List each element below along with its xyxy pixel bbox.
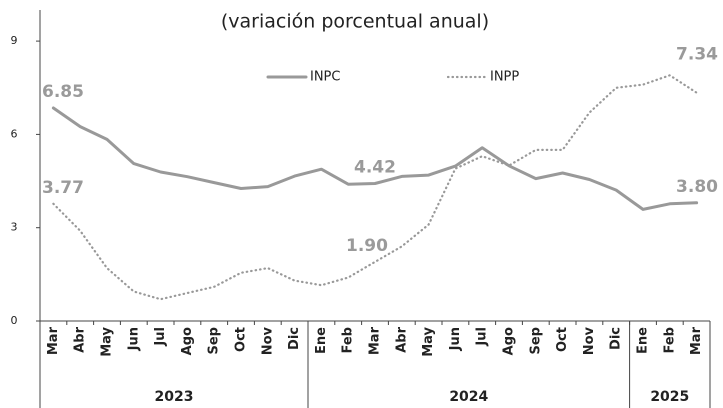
y-tick-label: 0 [11, 314, 18, 327]
y-tick-label: 6 [11, 127, 18, 140]
x-tick-label: Ene [636, 327, 651, 354]
x-tick-label: Jun [448, 327, 463, 351]
value-label: 3.80 [676, 177, 718, 197]
x-tick-label: Feb [341, 327, 356, 353]
value-label: 6.85 [42, 82, 84, 102]
x-tick-label: Jul [153, 327, 168, 347]
legend-label: INPC [310, 70, 340, 85]
series-line [51, 106, 699, 211]
y-tick-label: 9 [11, 34, 18, 47]
x-tick-label: Ene [314, 327, 329, 354]
x-tick-label: Dic [609, 327, 624, 350]
x-tick-label: Ago [502, 327, 517, 355]
x-tick-label: Ago [180, 327, 195, 355]
series-line [52, 74, 698, 301]
legend-label: INPP [490, 70, 519, 85]
chart-title: (variación porcentual anual) [221, 11, 489, 33]
x-tick-label: Sep [207, 327, 222, 355]
x-tick-label: Feb [662, 327, 677, 353]
year-label: 2023 [155, 389, 194, 405]
x-tick-label: Mar [368, 326, 383, 355]
year-label: 2025 [650, 389, 689, 405]
y-tick-label: 3 [11, 221, 18, 234]
x-tick-label: Oct [234, 327, 249, 352]
value-label: 7.34 [676, 45, 718, 65]
x-tick-label: Abr [394, 326, 409, 352]
value-label: 4.42 [354, 158, 396, 178]
x-tick-label: Sep [528, 327, 543, 355]
year-label: 2024 [449, 389, 488, 405]
x-tick-label: Oct [555, 327, 570, 352]
x-tick-label: Abr [73, 326, 88, 352]
value-label: 1.90 [346, 236, 388, 256]
x-tick-label: Mar [689, 326, 704, 355]
x-tick-label: Nov [260, 326, 275, 355]
x-tick-label: May [421, 326, 436, 356]
x-tick-label: Dic [287, 327, 302, 350]
x-tick-label: Jun [126, 327, 141, 351]
value-label: 3.77 [42, 178, 84, 198]
x-tick-label: Nov [582, 326, 597, 355]
x-tick-label: Mar [46, 326, 61, 355]
x-tick-label: Jul [475, 327, 490, 347]
x-tick-label: May [100, 326, 115, 356]
